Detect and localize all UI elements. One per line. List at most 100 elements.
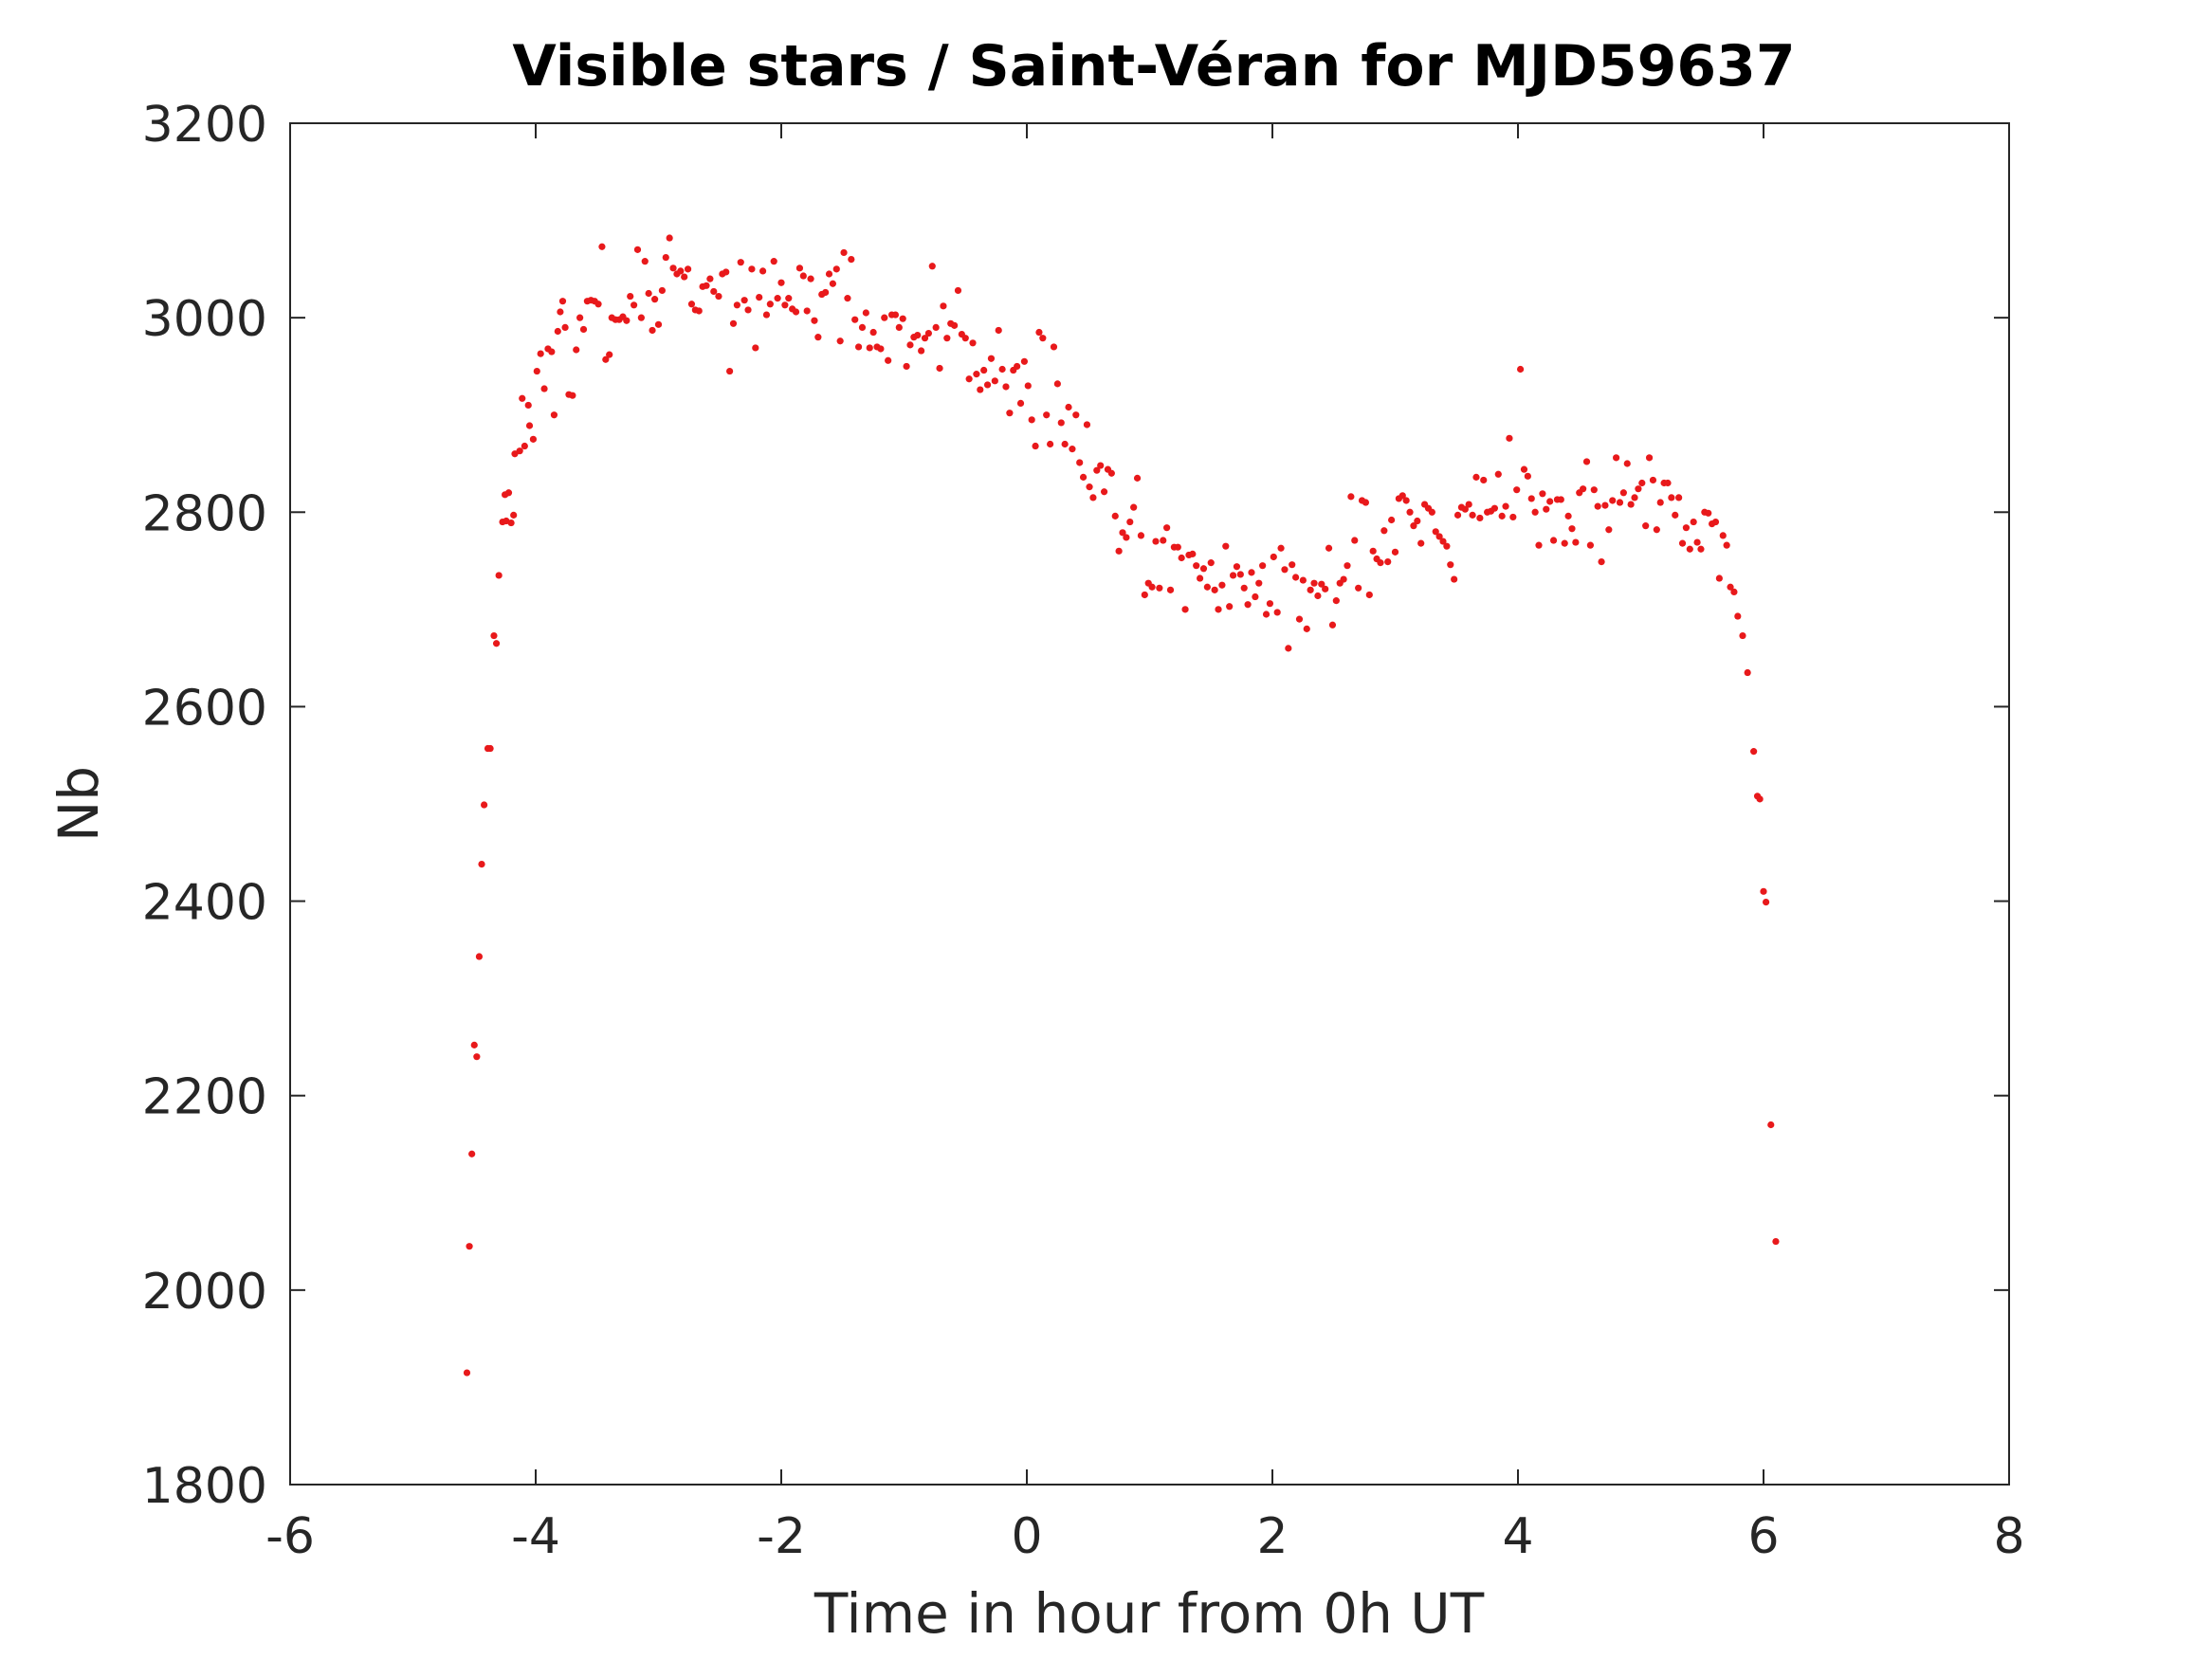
data-point (1050, 343, 1058, 351)
data-point (478, 860, 485, 868)
data-point (658, 286, 666, 295)
data-point (1715, 574, 1723, 582)
data-point (1672, 511, 1679, 519)
data-point (579, 325, 588, 334)
data-point (1760, 887, 1767, 895)
data-point (1734, 612, 1742, 620)
data-point (1148, 583, 1156, 591)
data-point (1461, 505, 1469, 513)
plot-frame (289, 122, 2010, 1486)
data-point (677, 267, 685, 275)
data-point (762, 311, 771, 319)
data-point (1582, 458, 1591, 465)
data-point (1028, 416, 1035, 424)
data-point (1675, 494, 1683, 501)
data-point (715, 292, 722, 301)
data-point (891, 311, 900, 319)
data-point (1166, 586, 1175, 593)
data-point (1065, 403, 1072, 411)
data-point (1039, 335, 1047, 342)
data-point (737, 259, 744, 266)
data-point (1594, 502, 1601, 510)
data-point (561, 323, 569, 331)
data-point (524, 401, 532, 410)
data-point (1443, 542, 1451, 550)
y-tick-label: 2800 (142, 485, 267, 542)
data-point (1623, 460, 1631, 467)
data-point (533, 367, 540, 375)
data-point (1126, 518, 1134, 526)
data-point (921, 335, 929, 342)
data-point (507, 519, 515, 527)
data-point (983, 381, 992, 389)
data-point (1451, 575, 1458, 583)
data-point (1273, 609, 1281, 616)
data-point (781, 301, 789, 309)
data-point (558, 298, 567, 305)
x-tick-label: 4 (1502, 1508, 1533, 1565)
data-point (1181, 606, 1189, 613)
data-point (1215, 606, 1222, 613)
data-point (681, 273, 688, 281)
data-point (1072, 411, 1080, 419)
data-point (1469, 511, 1476, 519)
data-point (906, 341, 914, 349)
data-point (1410, 522, 1417, 530)
chart-title: Visible stars / Saint-Véran for MJD59637 (512, 33, 1795, 100)
data-point (1252, 592, 1259, 601)
data-point (1402, 497, 1410, 504)
data-point (914, 332, 922, 339)
data-point (848, 256, 855, 264)
data-point (1546, 498, 1554, 505)
data-points (463, 234, 1780, 1376)
data-point (1627, 501, 1635, 508)
data-point (987, 355, 996, 362)
data-point (1572, 538, 1580, 546)
data-point (1645, 454, 1654, 462)
data-point (1586, 541, 1595, 549)
data-point (1163, 524, 1171, 532)
data-point (1310, 579, 1318, 587)
data-point (740, 297, 748, 304)
data-point (1248, 569, 1255, 576)
data-point (928, 263, 936, 270)
data-point (1465, 501, 1472, 508)
data-point (1289, 561, 1296, 569)
data-point (1016, 399, 1025, 408)
y-tick-label: 2600 (142, 680, 267, 737)
data-point (1314, 592, 1322, 600)
data-point (943, 335, 951, 342)
data-point (594, 301, 602, 308)
data-point (1362, 499, 1370, 506)
data-point (1141, 591, 1148, 599)
data-point (519, 394, 526, 402)
data-point (1435, 533, 1443, 540)
data-point (573, 346, 580, 354)
data-point (703, 282, 710, 289)
data-point (1598, 557, 1605, 566)
data-point (1428, 508, 1435, 516)
data-point (844, 295, 851, 302)
data-point (1762, 898, 1770, 906)
y-axis-label: Nb (46, 766, 111, 842)
data-point (722, 268, 730, 276)
x-tick-label: 2 (1256, 1508, 1288, 1565)
data-point (1631, 494, 1638, 501)
data-point (1152, 538, 1160, 545)
data-point (666, 234, 673, 242)
data-point (1398, 492, 1406, 500)
data-point (1678, 539, 1687, 547)
data-point (807, 275, 814, 283)
data-point (1705, 509, 1712, 517)
data-point (1097, 462, 1105, 469)
data-point (1255, 579, 1263, 587)
data-point (576, 314, 584, 321)
data-point (726, 367, 734, 375)
data-point (662, 253, 669, 262)
y-tick-label: 2200 (142, 1069, 267, 1126)
data-point (1380, 527, 1388, 535)
data-point (1130, 503, 1138, 511)
data-point (504, 489, 513, 497)
data-point (651, 296, 659, 303)
data-point (950, 321, 959, 329)
